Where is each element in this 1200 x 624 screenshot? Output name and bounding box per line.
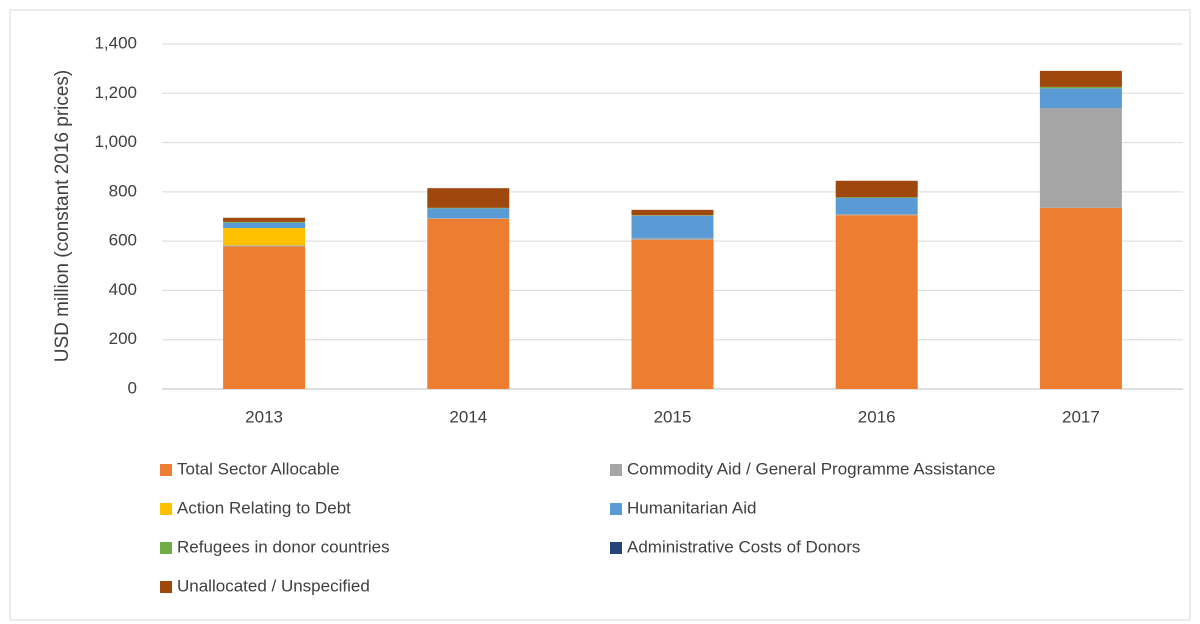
- legend-label: Unallocated / Unspecified: [177, 576, 370, 595]
- legend-label: Total Sector Allocable: [177, 459, 340, 478]
- bar-segment: [835, 198, 918, 215]
- y-tick-label: 800: [109, 181, 137, 200]
- bar-segment: [427, 208, 510, 219]
- bar-segment: [631, 209, 714, 216]
- y-tick-label: 1,200: [94, 83, 137, 102]
- legend-swatch: [160, 464, 172, 476]
- bar-segment: [835, 215, 918, 389]
- bar-segment: [631, 215, 714, 238]
- y-tick-label: 200: [109, 329, 137, 348]
- legend-swatch: [610, 464, 622, 476]
- bar-segment: [427, 218, 510, 219]
- bar-segment: [223, 217, 306, 222]
- y-tick-label: 1,000: [94, 132, 137, 151]
- bar-segment: [835, 180, 918, 198]
- y-tick-label: 0: [128, 378, 137, 397]
- legend-swatch: [160, 503, 172, 515]
- chart-border: [9, 9, 1191, 621]
- legend-label: Humanitarian Aid: [627, 498, 756, 517]
- legend-swatch: [610, 542, 622, 554]
- bar-segment: [1039, 70, 1122, 87]
- bar-segment: [631, 237, 714, 240]
- bar-segment: [223, 246, 306, 389]
- x-tick-label: 2017: [1062, 407, 1100, 426]
- legend-swatch: [610, 503, 622, 515]
- legend-swatch: [160, 581, 172, 593]
- x-tick-label: 2013: [245, 407, 283, 426]
- bar-segment: [223, 221, 306, 223]
- bar-segment: [223, 222, 306, 229]
- bar-segment: [835, 197, 918, 199]
- bar-segment: [631, 239, 714, 389]
- legend-label: Refugees in donor countries: [177, 537, 390, 556]
- bar-segment: [835, 214, 918, 216]
- y-tick-label: 600: [109, 231, 137, 250]
- bar-segment: [1039, 207, 1122, 389]
- y-tick-label: 400: [109, 280, 137, 299]
- legend-swatch: [160, 542, 172, 554]
- bar-segment: [1039, 86, 1122, 89]
- legend-label: Administrative Costs of Donors: [627, 537, 860, 556]
- bar-segment: [427, 218, 510, 389]
- x-tick-label: 2015: [654, 407, 692, 426]
- legend-label: Action Relating to Debt: [177, 498, 351, 517]
- legend-label: Commodity Aid / General Programme Assist…: [627, 459, 995, 478]
- y-axis-label: USD million (constant 2016 prices): [52, 70, 73, 363]
- bar-segment: [427, 188, 510, 208]
- y-tick-label: 1,400: [94, 33, 137, 52]
- bar-segment: [223, 228, 306, 246]
- bar-segment: [1039, 108, 1122, 208]
- x-tick-label: 2016: [858, 407, 896, 426]
- x-tick-label: 2014: [449, 407, 487, 426]
- bar-segment: [223, 245, 306, 247]
- bar-segment: [1039, 88, 1122, 109]
